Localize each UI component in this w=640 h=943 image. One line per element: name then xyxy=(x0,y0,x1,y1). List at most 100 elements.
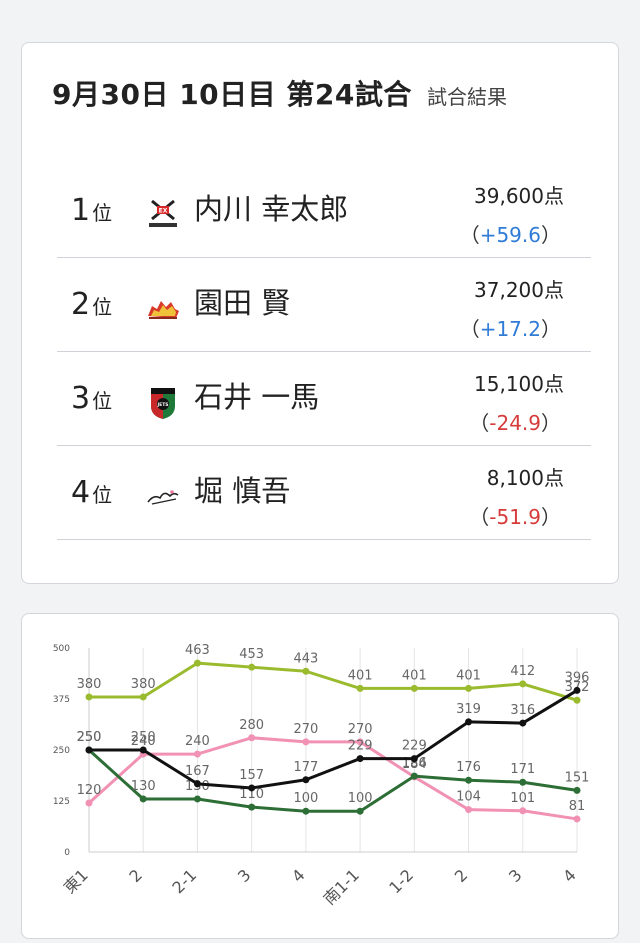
match-subtitle: 試合結果 xyxy=(426,85,507,109)
data-label: 110 xyxy=(239,787,264,802)
jets-logo-icon: JETS xyxy=(151,388,175,419)
data-label: 443 xyxy=(293,651,318,666)
data-point xyxy=(465,684,473,692)
data-label: 319 xyxy=(456,702,481,717)
data-label: 380 xyxy=(77,677,102,692)
data-point xyxy=(573,696,581,704)
data-label: 270 xyxy=(348,722,373,737)
data-point xyxy=(248,784,256,792)
data-label: 171 xyxy=(510,762,535,777)
drivens-logo-icon xyxy=(148,301,179,319)
data-point xyxy=(465,718,473,726)
data-label: 240 xyxy=(185,734,210,749)
player-name: 内川 幸太郎 xyxy=(194,192,349,226)
data-label: 316 xyxy=(510,703,535,718)
data-point xyxy=(85,799,93,807)
data-point xyxy=(139,693,147,701)
data-label: 229 xyxy=(402,739,427,754)
player-name: 石井 一馬 xyxy=(194,380,320,414)
series-line xyxy=(87,748,578,813)
kazan-logo-icon: EX xyxy=(149,199,177,227)
data-label: 250 xyxy=(77,730,102,745)
x-tick-label: 3 xyxy=(234,865,255,886)
data-label: 412 xyxy=(510,664,535,679)
match-header: 9月30日 10日目 第24試合 試合結果 xyxy=(52,73,507,113)
score-line-chart: 0 125 250 375 500 東1 2 2-1 3 4 南1-1 1-2 2 3 4 380 380 463… xyxy=(53,643,590,909)
data-point xyxy=(193,795,201,803)
y-tick-label: 125 xyxy=(53,797,70,807)
data-label: 396 xyxy=(565,670,590,685)
data-point xyxy=(248,663,256,671)
data-point xyxy=(519,778,527,786)
score-delta: （-51.9） xyxy=(469,505,561,529)
data-label: 130 xyxy=(131,779,156,794)
series-line xyxy=(87,736,578,821)
data-point xyxy=(410,684,418,692)
data-label: 120 xyxy=(77,783,102,798)
x-tick-label: 2-1 xyxy=(168,865,200,897)
svg-text:JETS: JETS xyxy=(156,402,168,408)
data-label: 101 xyxy=(510,791,535,806)
y-tick-label: 0 xyxy=(64,848,70,858)
data-point xyxy=(248,803,256,811)
data-label: 463 xyxy=(185,643,210,658)
data-point xyxy=(573,815,581,823)
data-label: 280 xyxy=(239,718,264,733)
final-points: 39,600点 xyxy=(474,184,564,208)
y-tick-label: 250 xyxy=(53,746,70,756)
series-line xyxy=(89,689,578,790)
x-tick-label: 南1-1 xyxy=(320,865,363,908)
score-chart-card: 0 125 250 375 500 東1 2 2-1 3 4 南1-1 1-2 2 3 4 380 380 463… xyxy=(21,613,619,939)
score-delta: （-24.9） xyxy=(469,411,561,435)
data-label: 100 xyxy=(293,791,318,806)
series-line xyxy=(89,661,578,702)
data-point xyxy=(248,734,256,742)
data-label: 167 xyxy=(185,764,210,779)
data-label: 100 xyxy=(348,791,373,806)
data-point xyxy=(519,807,527,815)
data-point xyxy=(193,659,201,667)
data-label: 229 xyxy=(348,739,373,754)
x-tick-label: 2 xyxy=(451,865,472,886)
data-label: 401 xyxy=(456,668,481,683)
data-label: 250 xyxy=(77,730,102,745)
data-label: 151 xyxy=(565,770,590,785)
y-tick-label: 500 xyxy=(53,644,70,654)
final-points: 15,100点 xyxy=(474,372,564,396)
data-point xyxy=(302,738,310,746)
data-label: 380 xyxy=(131,677,156,692)
data-point xyxy=(85,746,93,754)
data-label: 184 xyxy=(402,757,427,772)
data-point xyxy=(410,755,418,763)
data-label: 270 xyxy=(293,722,318,737)
score-delta: （+17.2） xyxy=(459,317,561,341)
data-point xyxy=(465,806,473,814)
x-tick-label: 東1 xyxy=(60,865,92,897)
data-point xyxy=(302,807,310,815)
data-label: 453 xyxy=(239,647,264,662)
data-point xyxy=(519,680,527,688)
data-point xyxy=(519,719,527,727)
data-point xyxy=(356,755,364,763)
x-tick-label: 1-2 xyxy=(385,865,417,897)
data-label: 240 xyxy=(131,734,156,749)
data-point xyxy=(302,776,310,784)
data-point xyxy=(573,786,581,794)
data-point xyxy=(302,667,310,675)
data-point xyxy=(139,795,147,803)
data-point xyxy=(356,807,364,815)
data-label: 157 xyxy=(239,768,264,783)
data-label: 81 xyxy=(569,799,586,814)
data-point xyxy=(356,684,364,692)
data-point xyxy=(465,776,473,784)
final-points: 8,100点 xyxy=(486,466,564,490)
data-point xyxy=(410,772,418,780)
